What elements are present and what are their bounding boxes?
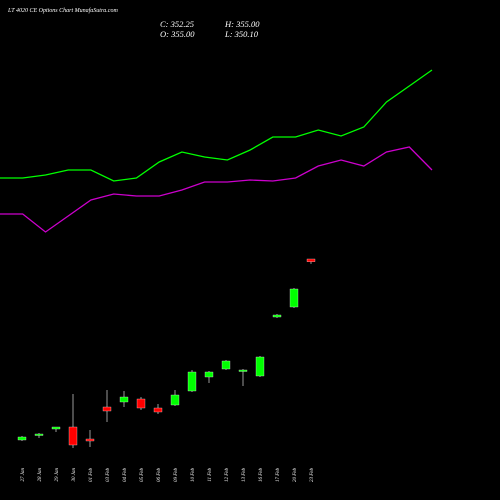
candle-body bbox=[170, 394, 180, 406]
x-tick-label: 05 Feb bbox=[140, 468, 145, 483]
candle-body bbox=[272, 314, 282, 318]
line-series bbox=[0, 146, 433, 233]
candle-body bbox=[85, 438, 95, 442]
x-tick-label: 12 Feb bbox=[225, 468, 230, 483]
candle-body bbox=[221, 360, 231, 370]
x-tick-label: 20 Feb bbox=[293, 468, 298, 483]
candle-body bbox=[204, 371, 214, 378]
candle-body bbox=[68, 426, 78, 446]
x-tick-label: 16 Feb bbox=[259, 468, 264, 483]
candle-body bbox=[34, 433, 44, 436]
candle-body bbox=[238, 369, 248, 372]
x-tick-label: 30 Jan bbox=[72, 468, 77, 482]
x-tick-label: 29 Jan bbox=[55, 468, 60, 482]
high-label: H: 355.00 bbox=[224, 19, 260, 29]
x-tick-label: 17 Feb bbox=[276, 468, 281, 483]
candle-body bbox=[306, 258, 316, 262]
candle-body bbox=[51, 426, 61, 430]
candle-body bbox=[136, 398, 146, 409]
x-tick-label: 23 Feb bbox=[310, 468, 315, 483]
x-tick-label: 10 Feb bbox=[191, 468, 196, 483]
close-label: C: 352.25 bbox=[160, 19, 194, 29]
x-tick-label: 01 Feb bbox=[89, 468, 94, 483]
low-label: L: 350.10 bbox=[224, 29, 259, 39]
x-tick-label: 11 Feb bbox=[208, 468, 213, 482]
candle-body bbox=[153, 407, 163, 413]
candle-body bbox=[119, 396, 129, 403]
chart-title: LT 4020 CE Options Chart MunafaSutra.com bbox=[7, 7, 118, 14]
x-tick-label: 13 Feb bbox=[242, 468, 247, 483]
x-tick-label: 28 Jan bbox=[38, 468, 43, 482]
x-tick-label: 06 Feb bbox=[157, 468, 162, 483]
x-tick-label: 04 Feb bbox=[123, 468, 128, 483]
candle-body bbox=[102, 406, 112, 412]
x-tick-label: 27 Jan bbox=[21, 468, 26, 482]
x-tick-label: 09 Feb bbox=[174, 468, 179, 483]
candle-body bbox=[187, 371, 197, 392]
candle-body bbox=[255, 356, 265, 377]
line-series bbox=[0, 69, 433, 182]
candle-body bbox=[289, 288, 299, 308]
x-tick-label: 03 Feb bbox=[106, 468, 111, 483]
candle-body bbox=[17, 436, 27, 441]
open-label: O: 355.00 bbox=[160, 29, 195, 39]
